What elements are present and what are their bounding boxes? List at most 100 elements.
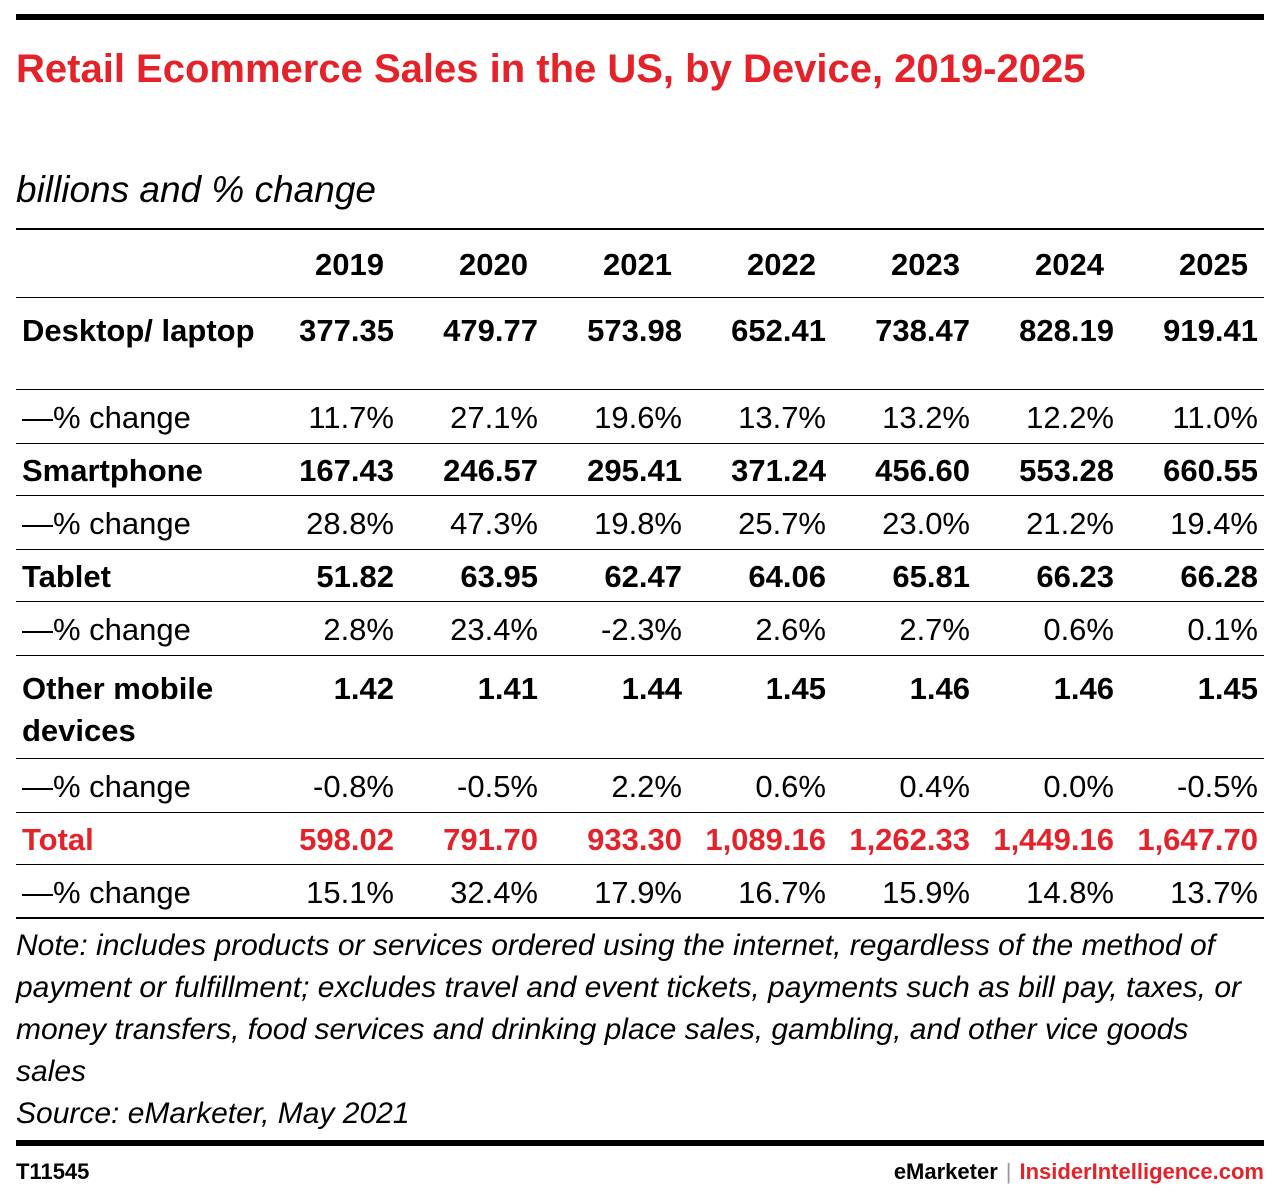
table-cell: 32.4% [450,875,538,910]
table-cell: 0.1% [1187,612,1258,647]
table-row: Smartphone 167.43 246.57 295.41 371.24 456.60… [16,444,1264,496]
note-text: Note: includes products or services orde… [16,929,1242,1088]
table-cell: 2.6% [755,612,826,647]
table-cell: 1,262.33 [849,822,970,857]
top-rule [16,14,1264,20]
table-cell: 63.95 [460,559,538,594]
brand-emarketer: eMarketer [893,1159,998,1184]
table-cell: 791.70 [443,822,538,857]
table-cell: 15.1% [306,875,394,910]
column-header-2022: 2022 [747,247,816,282]
chart-subtitle: billions and % change [16,169,376,210]
table-cell: 11.7% [308,400,394,435]
table-cell: 23.4% [450,612,538,647]
table-cell: 11.0% [1172,400,1258,435]
table-row: —% change 11.7% 27.1% 19.6% 13.7% 13.2% 12.2% 1… [16,390,1264,444]
table-cell: 17.9% [594,875,682,910]
table-cell: 1.42 [333,671,394,706]
table-cell: 13.7% [1170,875,1258,910]
table-cell: -0.5% [457,769,538,804]
table-cell: 12.2% [1026,400,1114,435]
table-cell: 15.9% [882,875,970,910]
table-cell: 553.28 [1019,453,1114,488]
table-cell: 19.6% [594,400,682,435]
table-cell: 377.35 [299,313,394,348]
table-cell: 16.7% [738,875,826,910]
table-cell: 738.47 [875,313,970,348]
table-cell: 167.43 [299,453,394,488]
chart-id: T11545 [16,1159,90,1184]
table-cell: 573.98 [587,313,682,348]
table-cell: 0.0% [1043,769,1114,804]
table-cell: -0.8% [313,769,394,804]
table-row: —% change 28.8% 47.3% 19.8% 25.7% 23.0% 21.2% 1… [16,496,1264,550]
table-cell: 919.41 [1163,313,1258,348]
brand-separator: | [1005,1159,1012,1184]
table-cell: 0.6% [1043,612,1114,647]
chart-title: Retail Ecommerce Sales in the US, by Dev… [16,47,1086,91]
table-cell: 65.81 [892,559,970,594]
table-cell: 479.77 [443,313,538,348]
table-cell: 2.7% [899,612,970,647]
table-cell: 660.55 [1163,453,1258,488]
table-cell: 2.2% [611,769,682,804]
table-cell: 456.60 [875,453,970,488]
table-cell: 1.46 [1053,671,1114,706]
table-row: —% change -0.8% -0.5% 2.2% 0.6% 0.4% 0.0% -0.5% [16,759,1264,813]
table-cell: 23.0% [882,506,970,541]
footer-brand: eMarketer | InsiderIntelligence.com [894,1152,1264,1192]
row-label: —% change [22,769,191,804]
table-cell: 1,449.16 [993,822,1114,857]
table-cell: 27.1% [450,400,538,435]
table-cell: 295.41 [587,453,682,488]
column-header-2019: 2019 [315,247,384,282]
column-header-2021: 2021 [603,247,672,282]
row-label: Desktop/ laptop [22,313,255,348]
table-cell: 66.28 [1180,559,1258,594]
row-label: —% change [22,400,191,435]
row-label: —% change [22,875,191,910]
table-cell: 19.8% [594,506,682,541]
row-label: —% change [22,506,191,541]
table-cell: 246.57 [443,453,538,488]
table-cell: 1.44 [621,671,682,706]
table-row: Tablet 51.82 63.95 62.47 64.06 65.81 66.23 66.2… [16,550,1264,602]
table-cell: 25.7% [738,506,826,541]
table-row: —% change 15.1% 32.4% 17.9% 16.7% 15.9% 14.8% 1… [16,865,1264,919]
table-cell: 0.6% [755,769,826,804]
table-row: —% change 2.8% 23.4% -2.3% 2.6% 2.7% 0.6% 0.1% [16,602,1264,656]
table-row: Total 598.02 791.70 933.30 1,089.16 1,262.33 1… [16,813,1264,865]
table-cell: 598.02 [299,822,394,857]
column-header-2025: 2025 [1179,247,1248,282]
table-row: Desktop/ laptop 377.35 479.77 573.98 652.41 7… [16,298,1264,390]
brand-insider-intelligence: InsiderIntelligence.com [1019,1159,1264,1184]
row-label: Tablet [22,559,111,594]
row-label: —% change [22,612,191,647]
bottom-rule [16,1140,1264,1146]
row-label: Smartphone [22,453,203,488]
table-cell: 1,647.70 [1137,822,1258,857]
table-cell: 19.4% [1170,506,1258,541]
table-cell: 1.45 [1197,671,1258,706]
data-table: 2019 2020 2021 2022 2023 2024 2025 Desktop/ lap… [16,228,1264,919]
table-cell: 2.8% [323,612,394,647]
column-header-2024: 2024 [1035,247,1104,282]
table-cell: -0.5% [1177,769,1258,804]
table-cell: 28.8% [306,506,394,541]
table-cell: 62.47 [604,559,682,594]
table-cell: 652.41 [731,313,826,348]
table-cell: 933.30 [587,822,682,857]
table-cell: 47.3% [450,506,538,541]
table-cell: 21.2% [1026,506,1114,541]
table-row: Other mobile devices 1.42 1.41 1.44 1.45 1.46… [16,656,1264,759]
table-cell: 1.45 [765,671,826,706]
table-cell: 828.19 [1019,313,1114,348]
row-label: Other mobile devices [22,671,214,748]
row-label: Total [22,822,94,857]
table-cell: 1.46 [909,671,970,706]
table-cell: -2.3% [601,612,682,647]
table-cell: 0.4% [899,769,970,804]
chart-note: Note: includes products or services orde… [16,925,1266,1135]
table-cell: 1,089.16 [705,822,826,857]
table-cell: 371.24 [731,453,826,488]
